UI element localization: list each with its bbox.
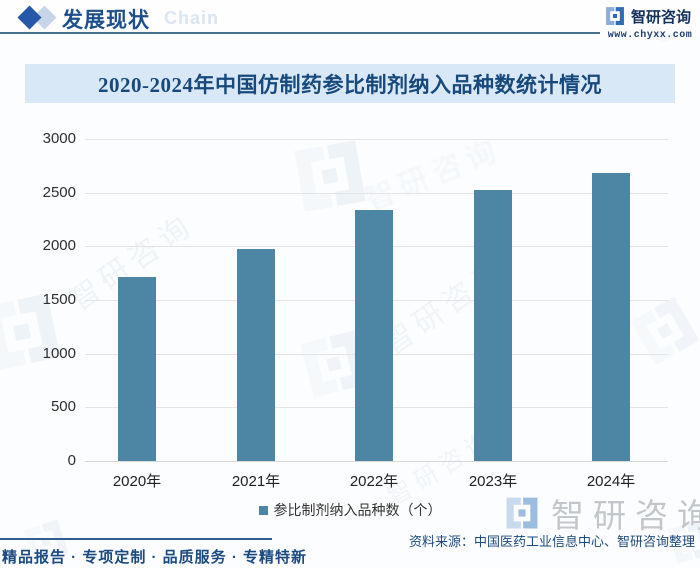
data-source: 资料来源：中国医药工业信息中心、智研咨询整理 (408, 534, 695, 549)
footer-motto: 精品报告 · 专项定制 · 品质服务 · 专精特新 (2, 549, 307, 566)
bar-2024年 (592, 173, 630, 461)
y-axis-tick-label: 0 (67, 452, 76, 469)
y-axis-tick-label: 1000 (42, 345, 76, 362)
header: Chain 发展现状 智研咨询 www.chyxx.com (0, 0, 700, 41)
x-axis-tick-label: 2022年 (349, 473, 399, 490)
bar-2021年 (237, 249, 275, 461)
y-axis-tick-label: 2000 (42, 237, 76, 254)
header-watermark-chain: Chain (164, 8, 220, 28)
footer-divider (0, 538, 272, 540)
x-axis-tick-label: 2020年 (112, 473, 162, 490)
brand-url[interactable]: www.chyxx.com (607, 30, 693, 41)
legend-swatch-icon (258, 505, 268, 515)
gridline (85, 139, 668, 140)
x-axis-tick-label: 2023年 (468, 473, 518, 490)
y-axis-tick-label: 3000 (42, 130, 76, 147)
chart-title-band: 2020-2024年中国仿制药参比制剂纳入品种数统计情况 (25, 64, 675, 103)
y-axis-tick-label: 500 (50, 398, 76, 415)
y-axis-tick-label: 2500 (42, 184, 76, 201)
brand-name: 智研咨询 (631, 8, 692, 26)
gridline (85, 193, 668, 194)
y-axis-tick-label: 1500 (42, 291, 76, 308)
header-divider (0, 32, 600, 34)
gridline (85, 461, 668, 462)
chart-legend: 参比制剂纳入品种数（个） (0, 500, 700, 520)
brand-block: 智研咨询 www.chyxx.com (604, 5, 696, 41)
x-axis-tick-label: 2021年 (231, 473, 281, 490)
x-axis-tick-label: 2024年 (586, 473, 636, 490)
bar-2020年 (118, 277, 156, 461)
bar-2023年 (474, 190, 512, 461)
section-title: 发展现状 (62, 8, 150, 32)
bar-2022年 (355, 210, 393, 461)
chart-title: 2020-2024年中国仿制药参比制剂纳入品种数统计情况 (98, 72, 602, 97)
legend-label: 参比制剂纳入品种数（个） (273, 502, 442, 518)
